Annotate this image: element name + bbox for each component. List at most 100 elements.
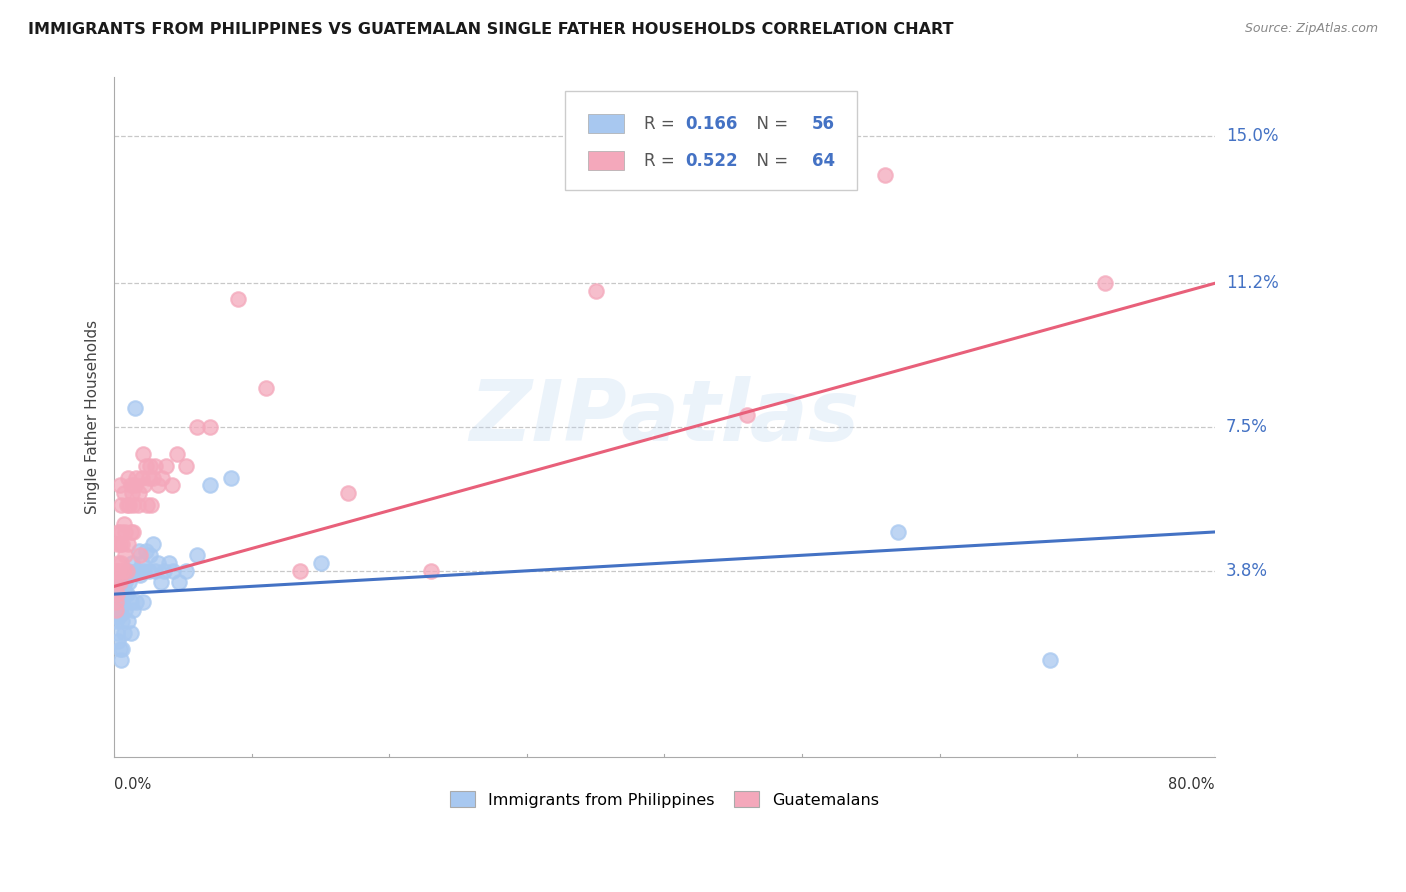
Point bbox=[121, 556, 143, 570]
Text: 11.2%: 11.2% bbox=[1226, 275, 1278, 293]
Point bbox=[104, 595, 127, 609]
Point bbox=[162, 564, 184, 578]
Text: ZIPatlas: ZIPatlas bbox=[470, 376, 859, 458]
Point bbox=[131, 556, 153, 570]
Point bbox=[112, 486, 135, 500]
Point bbox=[111, 615, 134, 629]
Legend: Immigrants from Philippines, Guatemalans: Immigrants from Philippines, Guatemalans bbox=[443, 785, 886, 814]
Text: N =: N = bbox=[745, 152, 793, 169]
Point bbox=[585, 284, 607, 298]
Point bbox=[107, 524, 129, 539]
Point bbox=[111, 536, 134, 550]
Point bbox=[145, 458, 167, 473]
Point bbox=[117, 470, 139, 484]
Point bbox=[129, 567, 152, 582]
Point bbox=[114, 524, 136, 539]
Point bbox=[148, 478, 170, 492]
Point bbox=[309, 556, 332, 570]
Point bbox=[115, 587, 138, 601]
Point bbox=[1094, 277, 1116, 291]
Point bbox=[117, 615, 139, 629]
Point bbox=[186, 420, 208, 434]
Point bbox=[152, 564, 174, 578]
Point bbox=[142, 536, 165, 550]
Point bbox=[110, 498, 132, 512]
Point bbox=[125, 595, 148, 609]
Point bbox=[337, 486, 360, 500]
Point bbox=[149, 575, 172, 590]
Point bbox=[142, 470, 165, 484]
Point bbox=[105, 587, 128, 601]
Point bbox=[200, 420, 222, 434]
Point bbox=[114, 549, 136, 563]
Point bbox=[111, 564, 134, 578]
Point bbox=[112, 564, 135, 578]
Text: 0.0%: 0.0% bbox=[114, 777, 152, 792]
Text: 7.5%: 7.5% bbox=[1226, 418, 1268, 436]
Point bbox=[127, 564, 149, 578]
Text: 0.522: 0.522 bbox=[685, 152, 738, 169]
Point bbox=[122, 524, 145, 539]
Point bbox=[125, 470, 148, 484]
FancyBboxPatch shape bbox=[589, 114, 624, 133]
Point bbox=[112, 517, 135, 532]
Text: R =: R = bbox=[644, 152, 679, 169]
Point bbox=[873, 168, 896, 182]
Point bbox=[104, 575, 127, 590]
Point bbox=[105, 626, 128, 640]
Point bbox=[128, 544, 150, 558]
Text: N =: N = bbox=[745, 115, 793, 133]
Text: 3.8%: 3.8% bbox=[1226, 562, 1268, 580]
Point bbox=[110, 556, 132, 570]
Point bbox=[160, 478, 183, 492]
Point bbox=[155, 458, 177, 473]
Point bbox=[138, 564, 160, 578]
Point bbox=[108, 602, 131, 616]
Point bbox=[157, 556, 180, 570]
Point bbox=[115, 498, 138, 512]
FancyBboxPatch shape bbox=[565, 91, 858, 190]
Point bbox=[111, 595, 134, 609]
Point bbox=[200, 478, 222, 492]
Point bbox=[105, 564, 128, 578]
Point bbox=[150, 470, 173, 484]
Point bbox=[107, 556, 129, 570]
Point bbox=[124, 401, 146, 415]
Point bbox=[139, 458, 162, 473]
Point bbox=[141, 498, 163, 512]
Point bbox=[122, 498, 145, 512]
Point bbox=[125, 564, 148, 578]
Point bbox=[167, 575, 190, 590]
Point bbox=[118, 575, 141, 590]
Point bbox=[288, 564, 311, 578]
Point bbox=[135, 458, 157, 473]
Point bbox=[174, 458, 197, 473]
Point bbox=[132, 595, 155, 609]
Point bbox=[139, 549, 162, 563]
Text: R =: R = bbox=[644, 115, 679, 133]
Point bbox=[131, 470, 153, 484]
Point bbox=[117, 536, 139, 550]
Text: 64: 64 bbox=[811, 152, 835, 169]
Point bbox=[114, 602, 136, 616]
Point bbox=[145, 564, 167, 578]
Point bbox=[114, 575, 136, 590]
Point bbox=[129, 549, 152, 563]
Point bbox=[104, 595, 127, 609]
Point bbox=[127, 498, 149, 512]
Point bbox=[148, 556, 170, 570]
Point bbox=[118, 498, 141, 512]
Text: 15.0%: 15.0% bbox=[1226, 127, 1278, 145]
Point bbox=[110, 653, 132, 667]
Point bbox=[219, 470, 242, 484]
Point bbox=[104, 615, 127, 629]
Text: 56: 56 bbox=[811, 115, 835, 133]
Text: Source: ZipAtlas.com: Source: ZipAtlas.com bbox=[1244, 22, 1378, 36]
Point bbox=[419, 564, 441, 578]
Y-axis label: Single Father Households: Single Father Households bbox=[86, 320, 100, 515]
Point bbox=[121, 486, 143, 500]
Point bbox=[108, 478, 131, 492]
Point bbox=[135, 544, 157, 558]
Point bbox=[134, 564, 156, 578]
Point bbox=[111, 641, 134, 656]
